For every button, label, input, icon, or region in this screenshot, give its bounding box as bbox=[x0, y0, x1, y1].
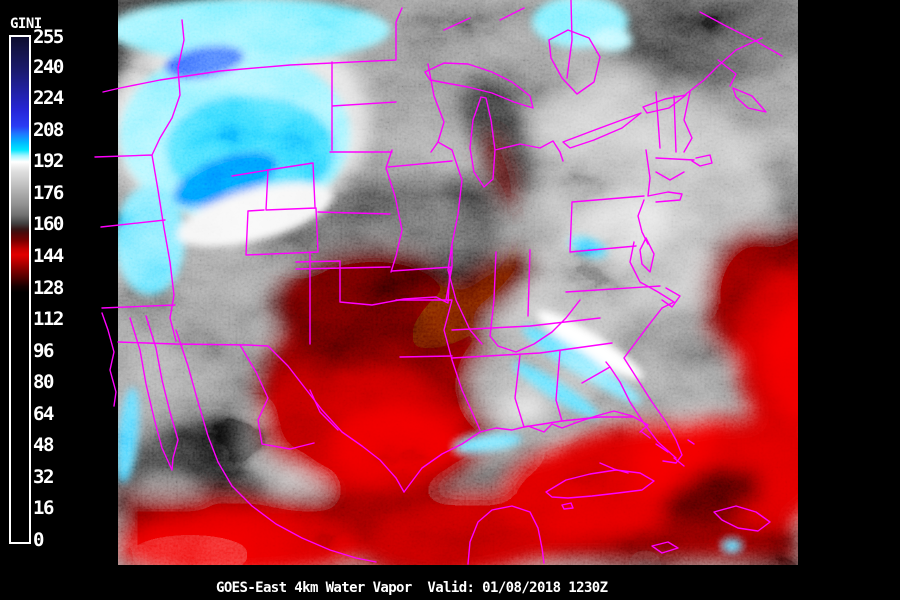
colorbar-tick-label: 208 bbox=[33, 119, 64, 141]
colorbar-tick-label: 80 bbox=[33, 371, 54, 393]
colorbar-tick-label: 112 bbox=[33, 308, 64, 330]
midwest-south-state-lines bbox=[387, 63, 633, 431]
colorbar-tick-label: 128 bbox=[33, 277, 64, 299]
canada-border-lines bbox=[102, 0, 783, 95]
colorbar-tick-label: 160 bbox=[33, 213, 64, 235]
colorbar-tick-label: 96 bbox=[33, 340, 54, 362]
colorbar-tick-label: 255 bbox=[33, 26, 64, 48]
mexico-lines bbox=[129, 315, 545, 565]
map-boundaries bbox=[94, 0, 783, 565]
colorbar-tick-label: 176 bbox=[33, 182, 64, 204]
western-state-lines bbox=[94, 19, 451, 493]
gulf-florida-coast bbox=[403, 237, 683, 493]
colorbar-tick-label: 48 bbox=[33, 434, 54, 456]
colorbar-tick-label: 16 bbox=[33, 497, 54, 519]
colorbar-gradient bbox=[9, 35, 31, 544]
colorbar-tick-label: 32 bbox=[33, 466, 54, 488]
colorbar-tick-label: 144 bbox=[33, 245, 64, 267]
colorbar-ticks: 255 240 224 208 192 176 160 144 128 112 96 80 64 48 32… bbox=[33, 0, 85, 560]
water-vapor-imagery bbox=[118, 0, 798, 565]
caribbean-islands bbox=[545, 431, 771, 554]
great-lakes-outlines bbox=[424, 29, 687, 188]
colorbar-tick-label: 0 bbox=[33, 529, 44, 551]
colorbar-tick-label: 240 bbox=[33, 56, 64, 78]
colorbar-tick-label: 192 bbox=[33, 150, 64, 172]
northeast-state-lines bbox=[565, 59, 767, 293]
colorbar-tick-label: 224 bbox=[33, 87, 64, 109]
colorbar-tick-label: 64 bbox=[33, 403, 54, 425]
colorbar-title: GINI bbox=[10, 16, 42, 32]
caption: GOES-East 4km Water Vapor Valid: 01/08/2… bbox=[216, 580, 608, 596]
